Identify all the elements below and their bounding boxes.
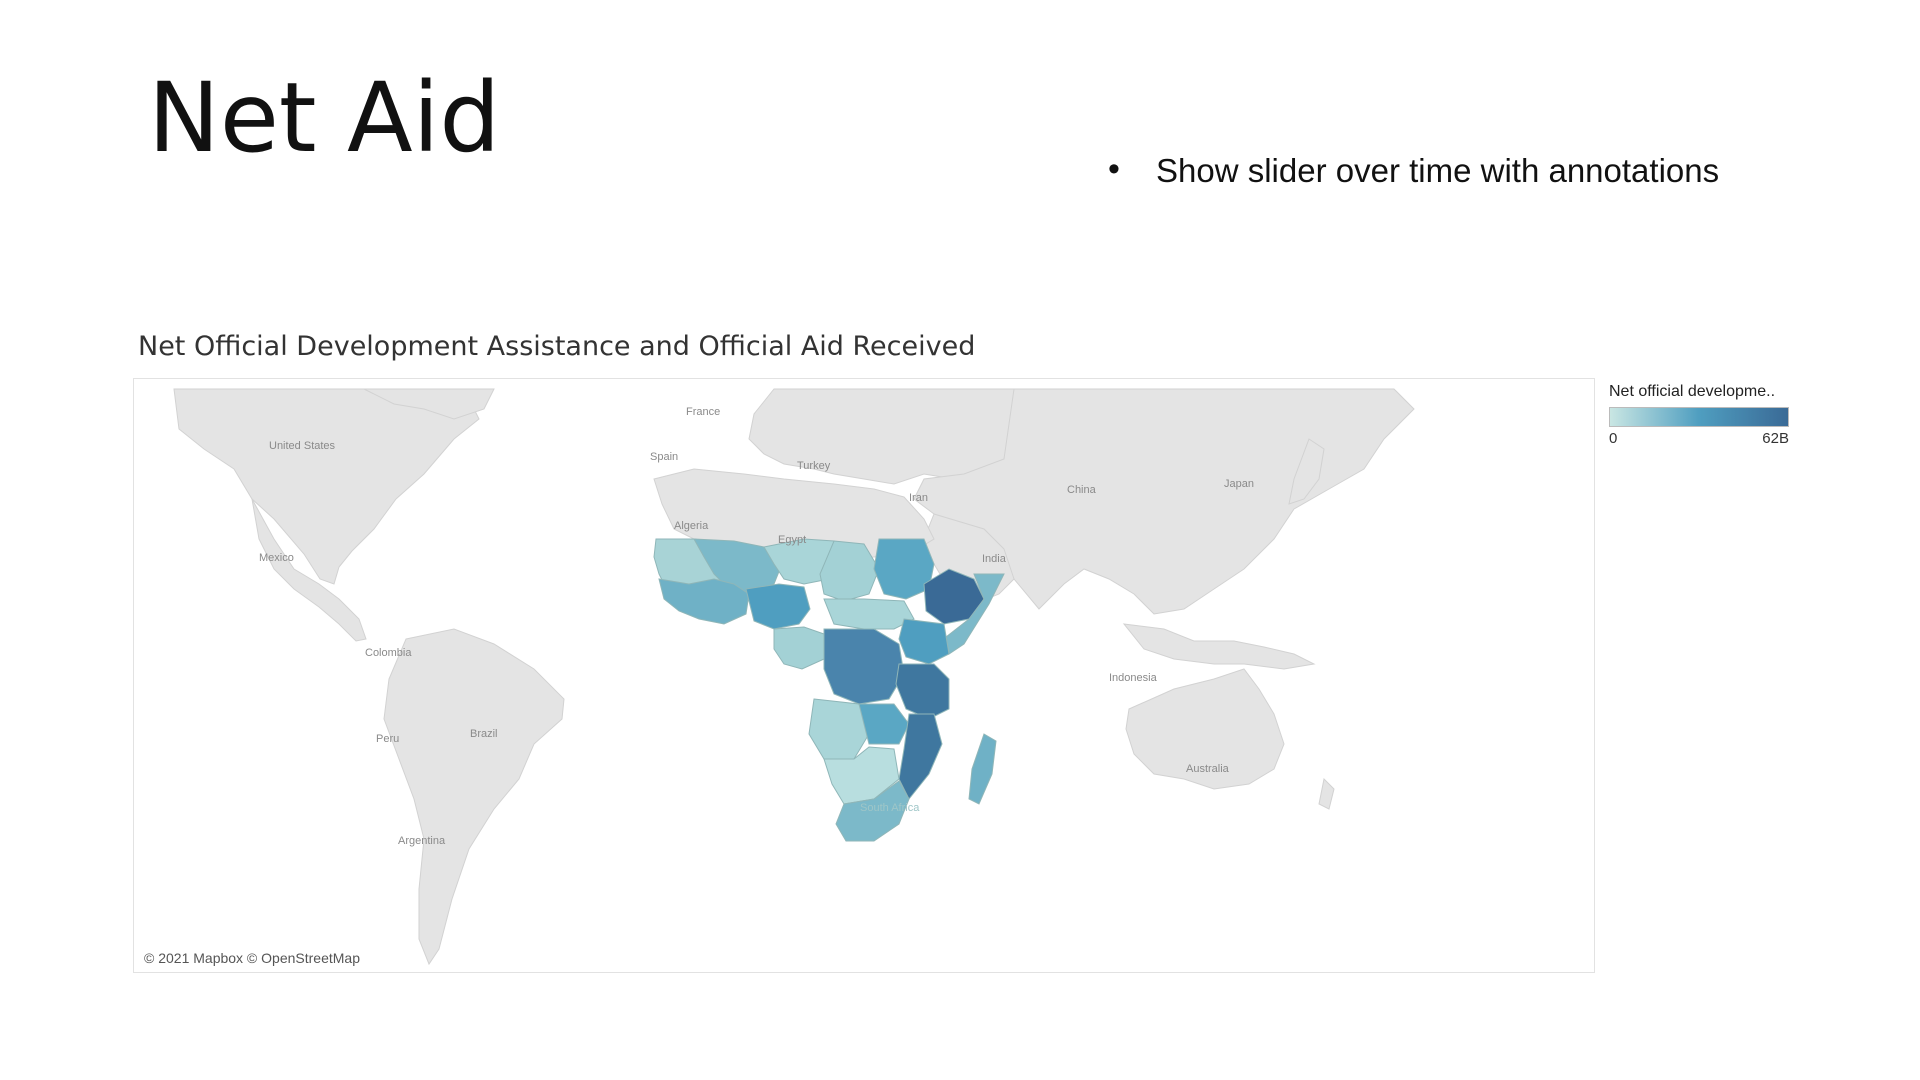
- map-attribution: © 2021 Mapbox © OpenStreetMap: [144, 950, 360, 966]
- map-label-france: France: [686, 406, 720, 418]
- legend-min-label: 0: [1609, 430, 1618, 447]
- map-label-algeria: Algeria: [674, 520, 709, 532]
- country-region-drc[interactable]: [823, 628, 905, 705]
- landmass-asia: [913, 388, 1415, 615]
- map-canvas[interactable]: United States Mexico Colombia Peru Brazi…: [134, 379, 1594, 972]
- map-label-mexico: Mexico: [259, 552, 294, 564]
- bullet-item: Show slider over time with annotations: [1108, 150, 1719, 190]
- country-region-tanzania[interactable]: [895, 663, 950, 720]
- country-region-madagascar[interactable]: [968, 733, 997, 805]
- map-label-australia: Australia: [1186, 763, 1230, 775]
- map-label-china: China: [1067, 484, 1097, 496]
- map-label-india: India: [982, 553, 1007, 565]
- map-label-colombia: Colombia: [365, 647, 412, 659]
- map-label-indonesia: Indonesia: [1109, 672, 1158, 684]
- country-region-cameroon-gabon[interactable]: [773, 626, 825, 670]
- map-label-peru: Peru: [376, 733, 399, 745]
- map-label-brazil: Brazil: [470, 728, 498, 740]
- slide-title: Net Aid: [148, 62, 501, 174]
- country-region-mozambique[interactable]: [898, 713, 943, 800]
- legend-labels: 0 62B: [1609, 430, 1789, 447]
- country-region-namibia-botswana[interactable]: [823, 746, 900, 805]
- country-region-coast[interactable]: [658, 578, 750, 625]
- map-label-south-africa: South Africa: [860, 802, 920, 814]
- country-region-south-sudan-car[interactable]: [823, 598, 915, 630]
- viz-title: Net Official Development Assistance and …: [138, 331, 976, 362]
- map-label-egypt: Egypt: [778, 534, 806, 546]
- color-legend[interactable]: Net official developme.. 0 62B: [1609, 383, 1791, 447]
- country-region-east-lakes[interactable]: [898, 618, 950, 665]
- landmass-indonesia: [1122, 623, 1316, 670]
- country-region-nigeria[interactable]: [745, 583, 811, 630]
- landmass-north-america: [173, 388, 480, 585]
- country-region-sudan[interactable]: [873, 538, 935, 600]
- country-region-south-africa[interactable]: [835, 780, 910, 842]
- map-label-spain: Spain: [650, 451, 678, 463]
- legend-max-label: 62B: [1762, 430, 1789, 447]
- choropleth-map[interactable]: United States Mexico Colombia Peru Brazi…: [133, 378, 1595, 973]
- legend-title: Net official developme..: [1609, 383, 1776, 400]
- map-label-argentina: Argentina: [398, 835, 446, 847]
- country-region-chad[interactable]: [819, 540, 880, 602]
- map-label-japan: Japan: [1224, 478, 1254, 490]
- landmass-japan: [1288, 438, 1325, 505]
- landmass-arctic: [363, 388, 495, 420]
- map-label-united-states: United States: [269, 440, 336, 452]
- map-label-turkey: Turkey: [797, 460, 831, 472]
- landmass-south-america: [383, 628, 565, 966]
- choropleth-africa[interactable]: [653, 538, 1005, 842]
- landmass-central-america: [251, 498, 367, 642]
- country-region-zambia[interactable]: [858, 703, 910, 745]
- map-label-iran: Iran: [909, 492, 928, 504]
- bullet-list: Show slider over time with annotations: [1108, 150, 1719, 190]
- landmass-australia: [1125, 668, 1285, 790]
- legend-gradient-bar: [1609, 407, 1789, 427]
- landmass-new-zealand: [1318, 777, 1335, 810]
